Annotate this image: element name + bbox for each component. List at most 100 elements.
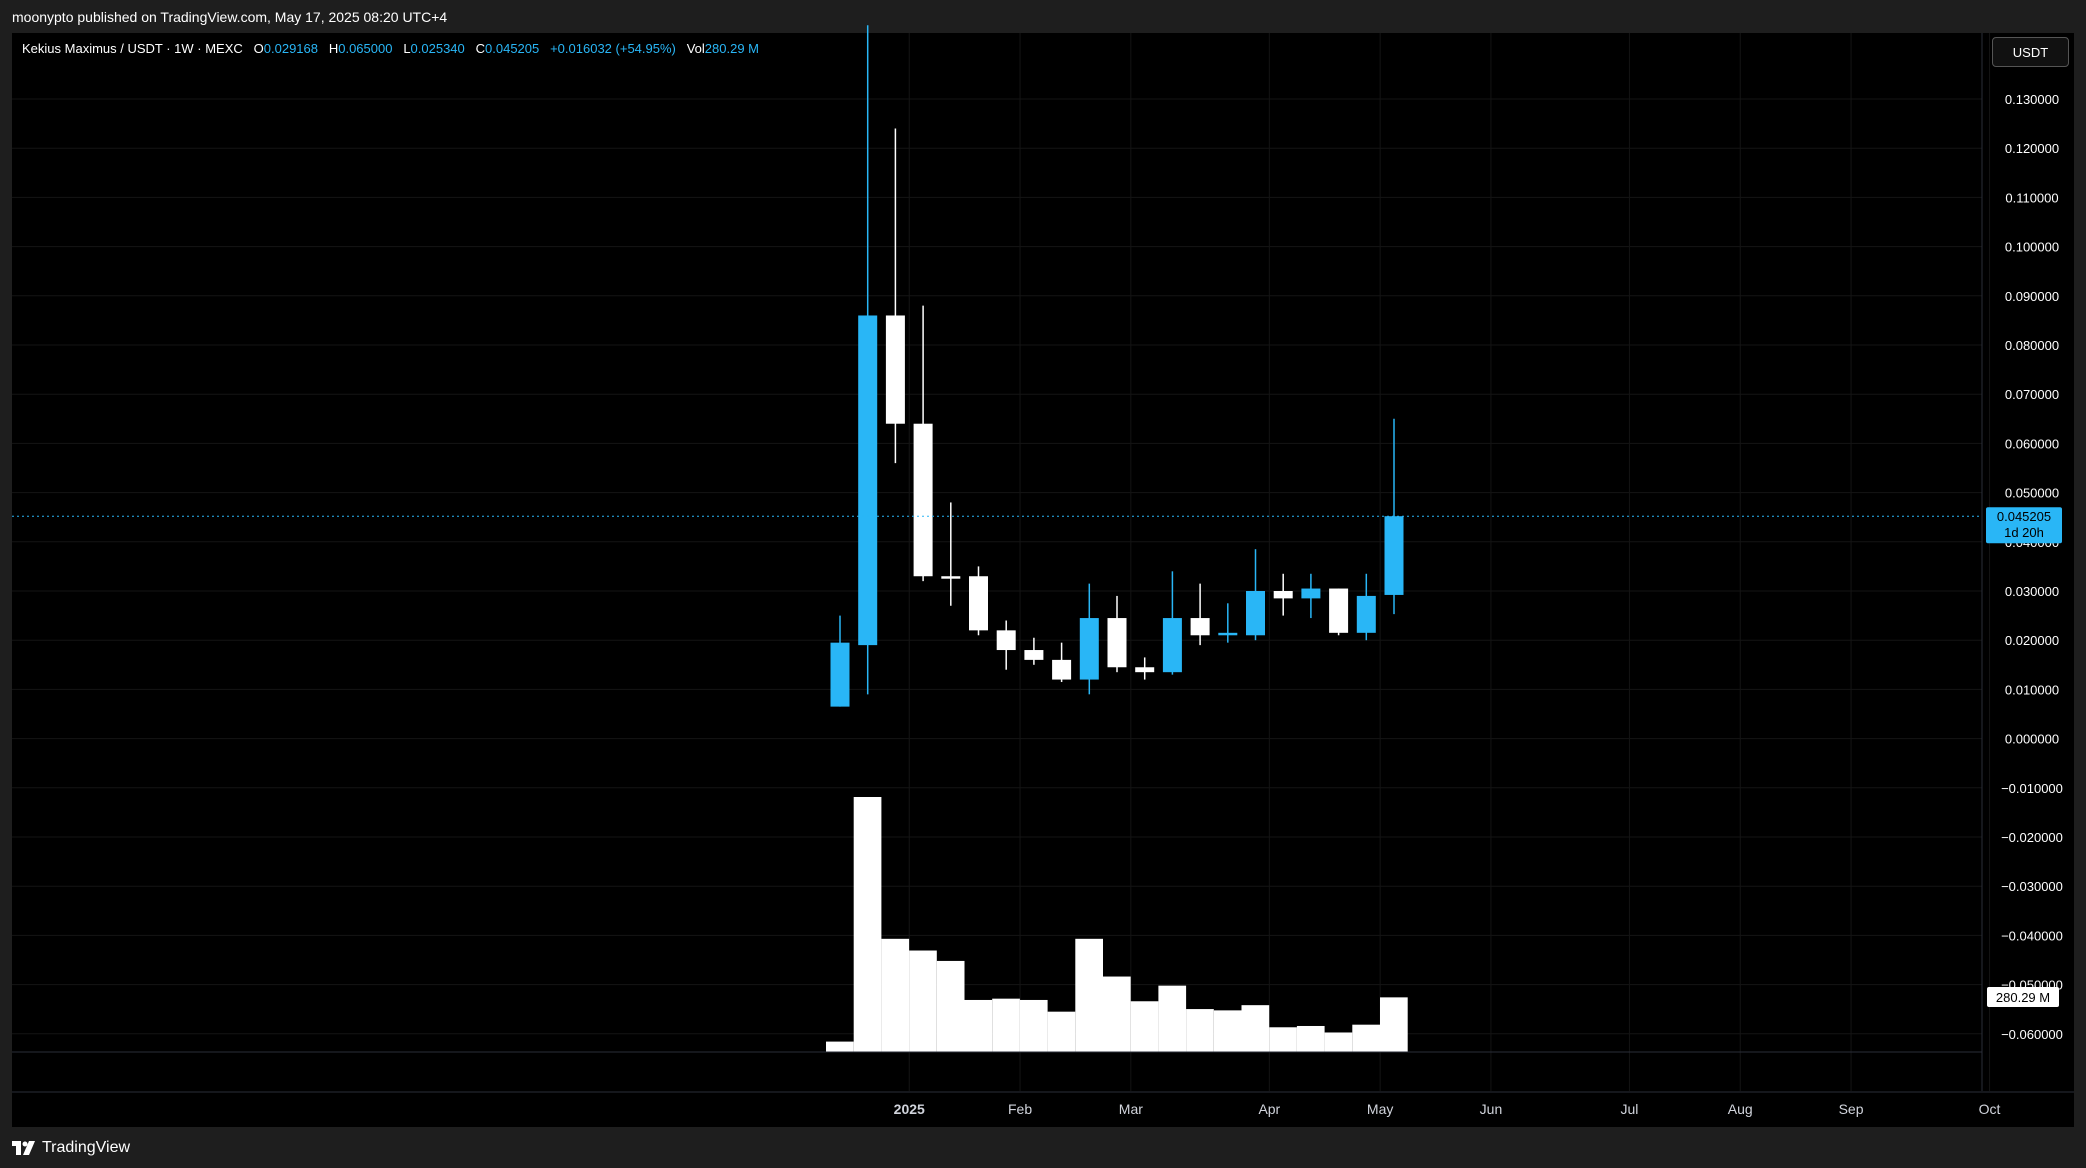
- candle-body: [885, 315, 905, 424]
- time-tick-label: Mar: [1119, 1101, 1143, 1117]
- change-value: +0.016032 (+54.95%): [550, 41, 676, 56]
- brand-text: TradingView: [42, 1139, 131, 1156]
- volume-bar[interactable]: [881, 938, 910, 1052]
- price-tick-label: 0.050000: [2005, 486, 2059, 501]
- candle-body: [1135, 667, 1155, 673]
- volume-bar[interactable]: [992, 998, 1020, 1052]
- volume-bar[interactable]: [909, 950, 937, 1052]
- price-tick-label: −0.060000: [2001, 1027, 2063, 1042]
- volume-bar[interactable]: [1213, 1010, 1242, 1052]
- volume-bar[interactable]: [853, 797, 882, 1052]
- candle-body: [1329, 588, 1349, 633]
- candle[interactable]: [1135, 657, 1155, 680]
- candle[interactable]: [830, 615, 850, 707]
- high-value: 0.065000: [338, 41, 393, 56]
- price-tick-label: −0.040000: [2001, 928, 2063, 943]
- volume-bar[interactable]: [1019, 999, 1048, 1052]
- candle-body: [1052, 659, 1072, 680]
- candle[interactable]: [1052, 642, 1072, 683]
- chart-grid: [12, 33, 1991, 1091]
- time-axis: 2025 Feb Mar Apr May Jun Jul Aug Sep Oct: [894, 1101, 2001, 1117]
- price-tick-label: 0.020000: [2005, 633, 2059, 648]
- close-value: 0.045205: [485, 41, 540, 56]
- symbol-legend: Kekius Maximus / USDT · 1W · MEXC O0.029…: [22, 41, 759, 56]
- price-tick-label: 0.000000: [2005, 732, 2059, 747]
- price-tick-label: −0.020000: [2001, 830, 2063, 845]
- volume-bar[interactable]: [1296, 1025, 1325, 1052]
- volume-bar[interactable]: [1103, 976, 1131, 1052]
- volume-bar[interactable]: [964, 999, 993, 1052]
- candle[interactable]: [969, 566, 988, 636]
- candle[interactable]: [1107, 595, 1127, 673]
- price-tick-label: 0.090000: [2005, 289, 2059, 304]
- volume-value: 280.29 M: [704, 41, 759, 56]
- time-tick-label: Feb: [1008, 1101, 1032, 1117]
- volume-bar[interactable]: [1269, 1027, 1297, 1052]
- candle[interactable]: [1079, 583, 1099, 695]
- candle-body: [1246, 591, 1265, 636]
- volume-bar[interactable]: [1158, 985, 1187, 1052]
- candle[interactable]: [1218, 603, 1238, 643]
- time-tick-label: Jul: [1620, 1101, 1638, 1117]
- volume-bar[interactable]: [1324, 1032, 1353, 1052]
- time-tick-label: Jun: [1480, 1101, 1503, 1117]
- candle-body: [969, 576, 988, 631]
- price-tick-label: 0.010000: [2005, 682, 2059, 697]
- volume-bar[interactable]: [1186, 1009, 1214, 1052]
- candle[interactable]: [1162, 571, 1182, 675]
- price-tick-label: 0.070000: [2005, 387, 2059, 402]
- candle-body: [913, 423, 933, 577]
- price-tick-label: 0.060000: [2005, 436, 2059, 451]
- volume-bar[interactable]: [1047, 1011, 1076, 1052]
- candle-body: [858, 315, 878, 646]
- candle[interactable]: [858, 25, 878, 695]
- candle-body: [1079, 618, 1099, 680]
- price-tick-label: 0.110000: [2005, 190, 2058, 205]
- low-value: 0.025340: [410, 41, 465, 56]
- candle[interactable]: [1301, 573, 1321, 619]
- candle-body: [1273, 591, 1293, 599]
- time-tick-label: May: [1367, 1101, 1393, 1117]
- low-label: L: [403, 41, 411, 56]
- volume-tag: 280.29 M: [1987, 987, 2059, 1007]
- candle[interactable]: [996, 620, 1016, 670]
- price-tick-label: −0.010000: [2001, 781, 2063, 796]
- time-tick-label: Sep: [1839, 1101, 1864, 1117]
- high-label: H: [328, 41, 339, 56]
- currency-button[interactable]: USDT: [1992, 37, 2069, 67]
- candle-body: [1356, 595, 1376, 633]
- candle[interactable]: [913, 305, 933, 582]
- candle[interactable]: [1190, 583, 1210, 646]
- last-price-tag: 0.045205 1d 20h: [1986, 507, 2062, 544]
- volume-bars: [826, 797, 1408, 1052]
- volume-bar[interactable]: [826, 1041, 854, 1052]
- candle-body: [996, 630, 1016, 651]
- published-text: moonypto published on TradingView.com, M…: [12, 9, 448, 25]
- volume-bar[interactable]: [1130, 1001, 1159, 1052]
- candle-countdown: 1d 20h: [2004, 525, 2044, 540]
- candle[interactable]: [885, 128, 905, 464]
- volume-bar[interactable]: [1075, 938, 1103, 1052]
- time-tick-label: Oct: [1979, 1101, 2001, 1117]
- volume-tag-value: 280.29 M: [1996, 990, 2050, 1005]
- price-tick-label: 0.120000: [2005, 141, 2059, 156]
- candle-body: [1301, 588, 1321, 599]
- candle[interactable]: [1356, 573, 1376, 641]
- volume-bar[interactable]: [1241, 1005, 1270, 1052]
- candle-body: [1384, 516, 1404, 595]
- close-label: C: [475, 41, 486, 56]
- candle[interactable]: [1246, 549, 1265, 641]
- candle[interactable]: [1329, 588, 1349, 636]
- volume-bar[interactable]: [1380, 997, 1408, 1052]
- symbol-name[interactable]: Kekius Maximus / USDT · 1W · MEXC: [22, 41, 243, 56]
- candle[interactable]: [941, 502, 961, 606]
- volume-bar[interactable]: [936, 960, 965, 1052]
- candle[interactable]: [1024, 637, 1044, 665]
- candle[interactable]: [1273, 573, 1293, 616]
- last-price-value: 0.045205: [1997, 509, 2051, 524]
- volume-bar[interactable]: [1352, 1024, 1380, 1052]
- candle-body: [830, 642, 850, 707]
- tradingview-brand[interactable]: TradingView: [12, 1139, 130, 1157]
- candle-body: [1162, 618, 1182, 673]
